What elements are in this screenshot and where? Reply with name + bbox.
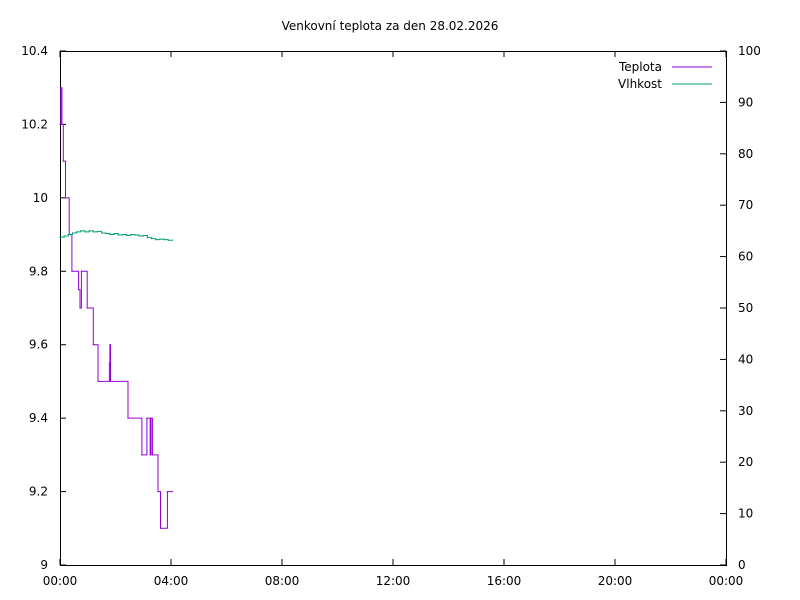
y-right-tick-label: 60 xyxy=(738,250,753,264)
data-point-vlhkost xyxy=(150,238,153,240)
data-point-teplota xyxy=(149,454,151,456)
data-point-vlhkost xyxy=(117,234,119,236)
series-line-vlhkost xyxy=(60,230,173,241)
data-point-teplota xyxy=(64,197,67,199)
x-tick-label: 12:00 xyxy=(376,574,411,588)
plot-frame xyxy=(60,51,727,566)
y-left-tick-label: 10.2 xyxy=(21,117,48,131)
data-point-vlhkost xyxy=(167,239,169,241)
data-point-teplota xyxy=(86,307,88,309)
y-right-tick-label: 20 xyxy=(738,455,753,469)
data-point-vlhkost xyxy=(146,236,149,239)
data-point-vlhkost xyxy=(71,232,74,234)
data-point-vlhkost xyxy=(155,239,157,241)
data-point-vlhkost xyxy=(171,239,173,241)
y-left-tick-label: 10 xyxy=(33,191,48,205)
y-right-tick-label: 90 xyxy=(738,95,753,109)
y-left-tick-label: 9.6 xyxy=(29,338,48,352)
series-line-teplota xyxy=(60,87,173,529)
y-right-tick-label: 80 xyxy=(738,147,753,161)
y-right-tick-label: 70 xyxy=(738,198,753,212)
data-point-vlhkost xyxy=(67,233,69,236)
legend: Teplota Vlhkost xyxy=(618,60,712,91)
data-point-vlhkost xyxy=(159,238,161,240)
data-point-vlhkost xyxy=(105,232,107,235)
data-point-vlhkost xyxy=(138,235,140,237)
x-tick-label: 00:00 xyxy=(709,574,744,588)
data-point-vlhkost xyxy=(101,232,103,234)
data-point-teplota xyxy=(108,362,110,364)
y-left-tick-label: 10.4 xyxy=(21,44,48,58)
data-point-teplota xyxy=(59,123,61,126)
data-point-teplota xyxy=(97,380,99,383)
y-left-tick-label: 9.4 xyxy=(29,411,48,425)
x-tick-label: 08:00 xyxy=(265,574,300,588)
data-point-vlhkost xyxy=(134,234,136,236)
x-tick-label: 00:00 xyxy=(43,574,78,588)
data-point-vlhkost xyxy=(63,235,65,237)
data-point-teplota xyxy=(79,307,81,309)
data-point-teplota xyxy=(127,417,129,419)
data-point-vlhkost xyxy=(130,233,132,236)
y-right-tick-label: 40 xyxy=(738,352,753,366)
data-point-vlhkost xyxy=(121,233,124,236)
data-point-teplota xyxy=(166,490,168,493)
chart-title: Venkovní teplota za den 28.02.2026 xyxy=(282,19,499,33)
y-right-tick-label: 0 xyxy=(738,558,746,572)
data-point-teplota xyxy=(109,380,112,383)
data-point-teplota xyxy=(80,270,82,272)
data-point-teplota xyxy=(71,270,73,272)
data-point-vlhkost xyxy=(109,233,111,236)
legend-label-teplota: Teplota xyxy=(618,60,662,74)
data-point-vlhkost xyxy=(80,230,82,232)
x-tick-label: 16:00 xyxy=(487,574,522,588)
y-left-tick-label: 9 xyxy=(40,558,48,572)
y-right-tick-label: 100 xyxy=(738,44,761,58)
data-point-teplota xyxy=(146,417,148,419)
data-point-vlhkost xyxy=(92,231,94,233)
data-point-teplota xyxy=(109,344,111,346)
data-point-vlhkost xyxy=(88,230,90,232)
y-left-tick-label: 9.8 xyxy=(29,264,48,278)
data-point-vlhkost xyxy=(163,239,165,241)
axis-ticks: 00:00 04:00 08:00 12:00 16:00 20:00 00:00 9 9.2 9… xyxy=(21,44,761,588)
data-point-teplota xyxy=(159,527,162,529)
data-point-vlhkost xyxy=(84,231,86,233)
series-layer xyxy=(59,87,173,529)
data-point-teplota xyxy=(92,344,94,346)
data-point-teplota xyxy=(60,87,62,89)
x-tick-label: 04:00 xyxy=(154,574,189,588)
data-point-vlhkost xyxy=(142,234,144,237)
data-point-teplota xyxy=(151,454,154,456)
data-point-vlhkost xyxy=(113,232,115,235)
data-point-teplota xyxy=(150,417,152,419)
x-tick-label: 20:00 xyxy=(598,574,633,588)
legend-label-vlhkost: Vlhkost xyxy=(618,77,662,91)
y-left-tick-label: 9.2 xyxy=(29,485,48,499)
y-right-tick-label: 10 xyxy=(738,507,753,521)
data-point-vlhkost xyxy=(96,230,99,233)
data-point-teplota xyxy=(141,454,143,456)
data-point-teplota xyxy=(77,289,80,291)
data-point-teplota xyxy=(157,490,159,493)
data-point-teplota xyxy=(61,123,63,126)
y-right-tick-label: 50 xyxy=(738,301,753,315)
data-point-teplota xyxy=(62,160,64,162)
data-point-vlhkost xyxy=(76,231,78,233)
data-point-vlhkost xyxy=(59,236,61,238)
y-right-tick-label: 30 xyxy=(738,404,753,418)
data-point-vlhkost xyxy=(126,234,128,237)
data-point-teplota xyxy=(171,490,173,493)
